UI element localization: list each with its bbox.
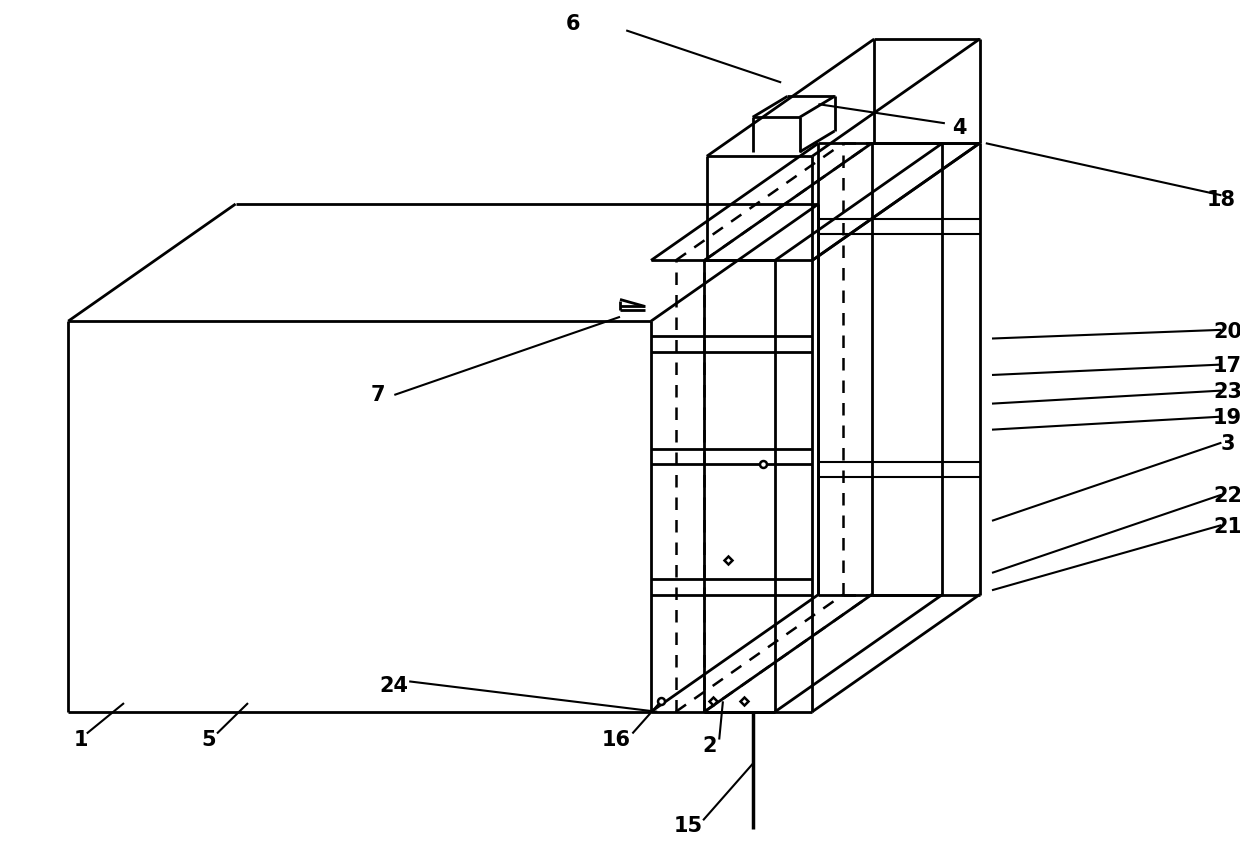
Text: 5: 5 (201, 729, 216, 750)
Text: 18: 18 (1207, 189, 1236, 210)
Text: 16: 16 (601, 729, 631, 750)
Text: 3: 3 (1220, 434, 1235, 455)
Text: 20: 20 (1213, 321, 1240, 342)
Text: 2: 2 (702, 736, 717, 757)
Text: 15: 15 (673, 816, 703, 837)
Text: 17: 17 (1213, 356, 1240, 377)
Text: 7: 7 (371, 385, 386, 405)
Text: 24: 24 (379, 675, 409, 696)
Text: 22: 22 (1213, 486, 1240, 507)
Text: 21: 21 (1213, 516, 1240, 537)
Text: 4: 4 (952, 117, 967, 138)
Text: 19: 19 (1213, 408, 1240, 429)
Text: 1: 1 (73, 729, 88, 750)
Text: 6: 6 (565, 14, 580, 35)
Text: 23: 23 (1213, 382, 1240, 403)
